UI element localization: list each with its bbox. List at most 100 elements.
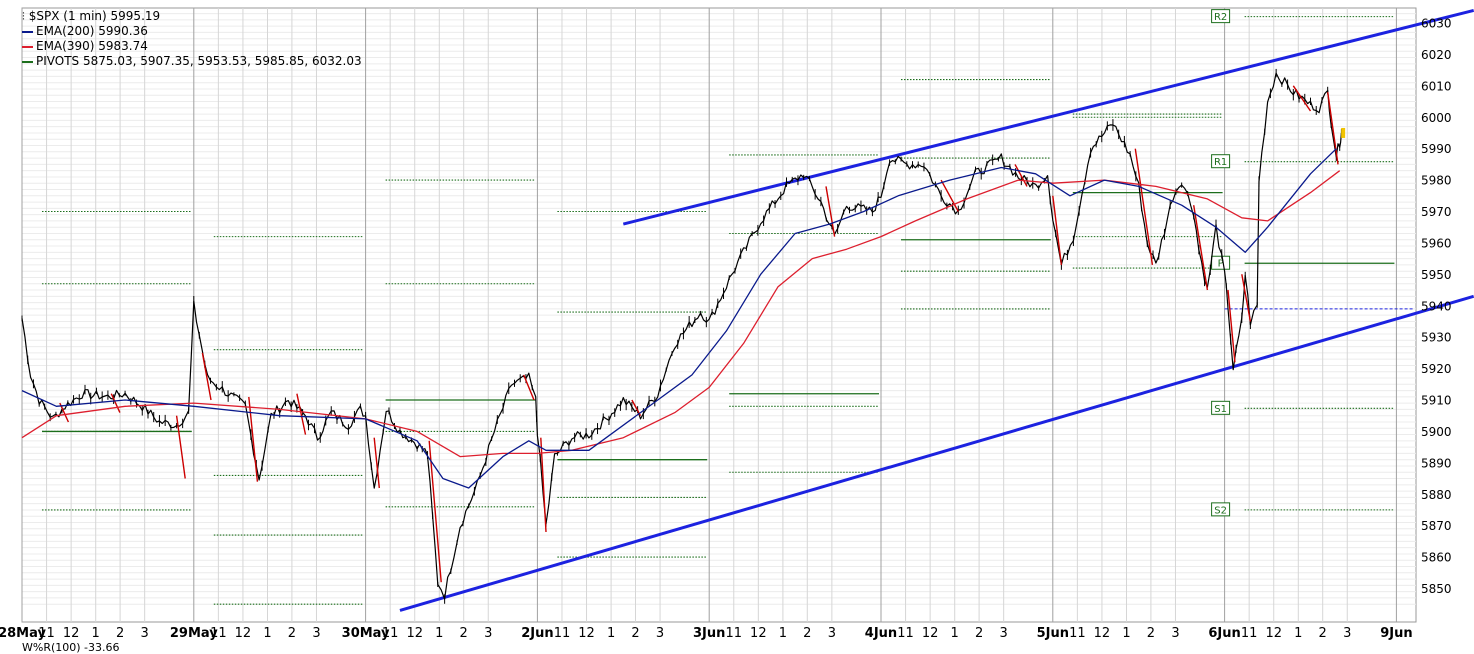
y-tick-label: 6020 [1421, 48, 1452, 62]
x-tick-label: 1 [951, 626, 959, 641]
down-segment [110, 393, 121, 413]
trendline [399, 294, 1474, 612]
y-tick-label: 5970 [1421, 205, 1452, 219]
x-tick-label: 3 [1000, 626, 1008, 641]
grid [21, 7, 1417, 623]
down-segment [940, 179, 959, 212]
indicator-strip-label: W%R(100) -33.66 [22, 641, 120, 654]
down-segment [1014, 164, 1028, 187]
x-tick-label: 11 [897, 626, 914, 641]
y-tick-label: 5980 [1421, 174, 1452, 188]
pivot-label-box [1211, 400, 1231, 415]
down-segment [1241, 274, 1252, 322]
x-tick-label: 12 [1094, 626, 1111, 641]
y-tick-label: 5940 [1421, 299, 1452, 313]
x-tick-label: 11 [1069, 626, 1086, 641]
y-tick-label: 5910 [1421, 394, 1452, 408]
y-tick-label: 5890 [1421, 456, 1452, 470]
down-segment [1227, 289, 1236, 363]
down-segment [1052, 195, 1063, 265]
x-tick-label: 2 [460, 626, 468, 641]
ema390-label: EMA(390) 5983.74 [36, 39, 148, 53]
pivot-label-box [1211, 9, 1231, 24]
y-tick-label: 5920 [1421, 362, 1452, 376]
candlestick-icon: ⫶ [22, 10, 25, 23]
x-tick-label: 11 [38, 626, 55, 641]
x-tick-label: 3 [828, 626, 836, 641]
x-tick-label: 9Jun [1380, 626, 1412, 641]
pivot-label-box [1211, 502, 1231, 517]
x-tick-label: 1 [607, 626, 615, 641]
x-tick-label: 11 [382, 626, 399, 641]
x-tick-label: 3 [1171, 626, 1179, 641]
down-segment [1134, 148, 1154, 266]
y-tick-label: 5950 [1421, 268, 1452, 282]
ema390-swatch [22, 45, 33, 48]
ema200-label: EMA(200) 5990.36 [36, 24, 148, 38]
x-tick-label: 2 [803, 626, 811, 641]
legend-ema390: EMA(390) 5983.74 [22, 39, 362, 54]
ema200-line [21, 148, 1337, 489]
y-tick-label: 6030 [1421, 17, 1452, 31]
y-tick-label: 5900 [1421, 425, 1452, 439]
y-tick-label: 5870 [1421, 519, 1452, 533]
down-segment [296, 393, 307, 435]
y-tick-label: 6010 [1421, 79, 1452, 93]
x-tick-label: 2Jun [521, 626, 553, 641]
x-tick-label: 3 [484, 626, 492, 641]
x-tick-label: 12 [922, 626, 939, 641]
x-tick-label: 11 [725, 626, 742, 641]
x-tick-label: 28May [0, 626, 46, 641]
pivot-r2-label: R2 [1214, 12, 1227, 23]
price-series [21, 68, 1346, 604]
pivot-s1-label: S1 [1214, 404, 1227, 415]
trendline [622, 8, 1474, 226]
ema200-swatch [22, 30, 33, 33]
x-tick-label: 30May [342, 626, 390, 641]
x-tick-label: 3Jun [693, 626, 725, 641]
y-tick-label: 5930 [1421, 331, 1452, 345]
y-axis: 5850 5860 5870 5880 5890 5900 5910 5920 5930 5940… [1421, 17, 1452, 597]
down-segment [1327, 92, 1339, 165]
x-tick-label: 3 [1343, 626, 1351, 641]
x-tick-label: 1 [263, 626, 271, 641]
x-tick-label: 2 [116, 626, 124, 641]
pivots-swatch [22, 60, 33, 63]
pivot-lines: R2 R1 P S1 S2 [42, 9, 1395, 605]
x-tick-label: 2 [1319, 626, 1327, 641]
x-tick-label: 12 [235, 626, 252, 641]
down-segment [1292, 85, 1312, 112]
pivot-label-box [1211, 154, 1231, 169]
ema390-line [21, 170, 1341, 458]
x-tick-label: 11 [554, 626, 571, 641]
down-segment [201, 352, 212, 401]
trendlines [399, 8, 1474, 612]
pivots-label: PIVOTS 5875.03, 5907.35, 5953.53, 5985.8… [36, 54, 362, 68]
x-tick-label: 1 [92, 626, 100, 641]
y-tick-label: 5990 [1421, 142, 1452, 156]
x-tick-label: 12 [1265, 626, 1282, 641]
pivot-p-label: P [1218, 259, 1224, 270]
y-tick-label: 6000 [1421, 111, 1452, 125]
x-tick-label: 2 [631, 626, 639, 641]
legend-pivots: PIVOTS 5875.03, 5907.35, 5953.53, 5985.8… [22, 54, 362, 69]
down-segment [248, 396, 259, 482]
x-tick-label: 29May [170, 626, 218, 641]
x-tick-label: 2 [975, 626, 983, 641]
chart-title: $SPX (1 min) 5995.19 [28, 9, 161, 23]
down-segment [523, 374, 535, 401]
x-tick-label: 1 [435, 626, 443, 641]
current-price-marker [1341, 127, 1346, 138]
x-tick-label: 4Jun [865, 626, 897, 641]
x-tick-label: 3 [312, 626, 320, 641]
x-tick-label: 3 [656, 626, 664, 641]
pivot-r1-label: R1 [1214, 157, 1227, 168]
x-tick-label: 12 [406, 626, 423, 641]
x-tick-label: 2 [288, 626, 296, 641]
down-segment [428, 440, 442, 583]
x-tick-label: 12 [750, 626, 767, 641]
legend-title-row: ⫶ $SPX (1 min) 5995.19 [22, 9, 362, 24]
y-tick-label: 5860 [1421, 551, 1452, 565]
down-segment [825, 186, 836, 237]
x-tick-label: 6Jun [1208, 626, 1240, 641]
